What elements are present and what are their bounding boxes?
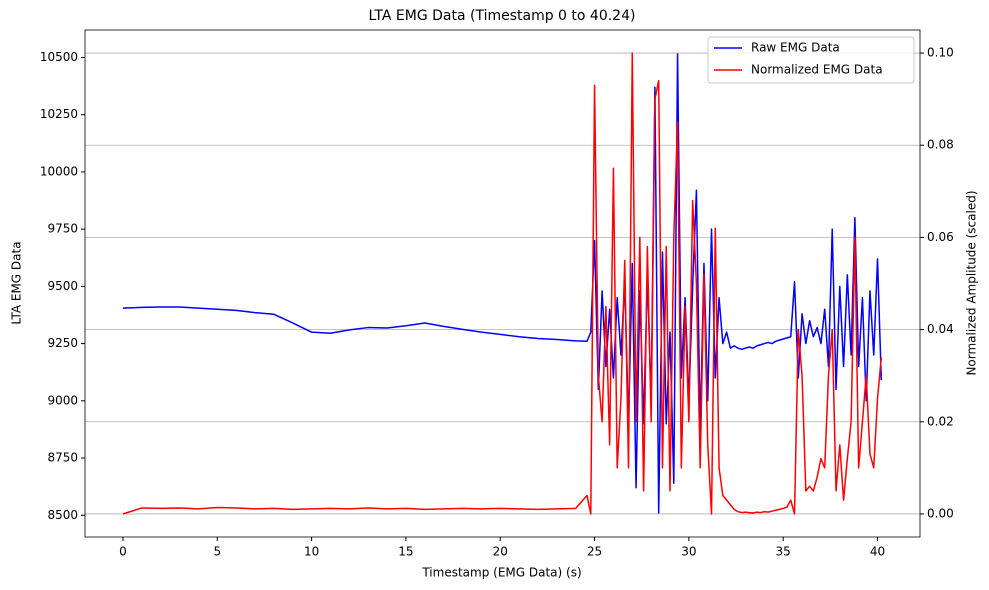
y-tick-label: 8500 <box>47 508 78 522</box>
x-tick-label: 25 <box>587 545 602 559</box>
x-tick-label: 10 <box>304 545 319 559</box>
legend-box <box>707 36 915 84</box>
x-tick-label: 5 <box>213 545 221 559</box>
chart-title: LTA EMG Data (Timestamp 0 to 40.24) <box>369 8 636 24</box>
x-tick-label: 30 <box>681 545 696 559</box>
x-tick-label: 20 <box>493 545 508 559</box>
y-tick-label: 8750 <box>47 451 78 465</box>
y-tick-label: 10250 <box>40 107 78 121</box>
plot-frame <box>84 29 921 538</box>
y-tick-label: 9000 <box>47 393 78 407</box>
y-axis-label: LTA EMG Data <box>10 241 24 324</box>
y-tick-label: 10000 <box>40 164 78 178</box>
legend-label: Raw EMG Data <box>751 41 840 55</box>
y2-axis-label: Normalized Amplitude (scaled) <box>965 190 979 375</box>
x-tick-label: 40 <box>870 545 885 559</box>
x-axis-label: Timestamp (EMG Data) (s) <box>421 566 581 580</box>
y-tick-label: 9500 <box>47 279 78 293</box>
data-line <box>122 52 883 515</box>
x-tick-label: 0 <box>119 545 127 559</box>
y2-tick-label: 0.06 <box>927 230 954 244</box>
y-tick-label: 10500 <box>40 50 78 64</box>
y2-tick-label: 0.00 <box>927 506 954 520</box>
y2-tick-label: 0.04 <box>927 322 954 336</box>
legend-label: Normalized EMG Data <box>751 63 883 77</box>
y-tick-label: 9250 <box>47 336 78 350</box>
y2-tick-label: 0.02 <box>927 414 954 428</box>
legend: Raw EMG Data Normalized EMG Data <box>707 36 915 84</box>
y2-tick-label: 0.10 <box>927 46 954 60</box>
x-tick-label: 15 <box>398 545 413 559</box>
x-tick-label: 35 <box>776 545 791 559</box>
y-tick-label: 9750 <box>47 222 78 236</box>
y2-tick-label: 0.08 <box>927 138 954 152</box>
